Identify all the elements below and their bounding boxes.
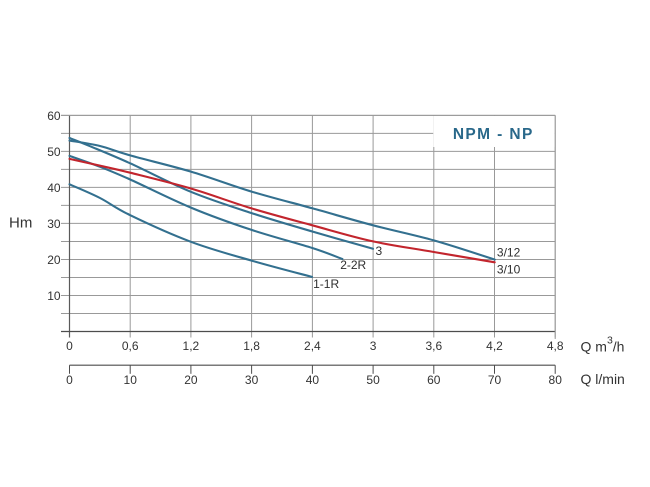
svg-text:50: 50 bbox=[47, 145, 61, 159]
svg-text:10: 10 bbox=[124, 373, 138, 387]
svg-text:3/10: 3/10 bbox=[497, 262, 521, 276]
svg-text:0,6: 0,6 bbox=[122, 339, 139, 353]
svg-text:Q m3/h: Q m3/h bbox=[581, 334, 625, 354]
svg-text:30: 30 bbox=[47, 217, 61, 231]
svg-text:0: 0 bbox=[66, 373, 73, 387]
svg-text:1,8: 1,8 bbox=[243, 339, 260, 353]
svg-text:Hm: Hm bbox=[9, 215, 32, 232]
svg-text:2-2R: 2-2R bbox=[340, 258, 366, 272]
svg-text:3: 3 bbox=[376, 244, 383, 258]
svg-text:40: 40 bbox=[47, 181, 61, 195]
svg-text:40: 40 bbox=[306, 373, 320, 387]
svg-text:10: 10 bbox=[47, 289, 61, 303]
svg-text:60: 60 bbox=[47, 109, 61, 123]
svg-text:4,8: 4,8 bbox=[547, 339, 564, 353]
svg-text:3: 3 bbox=[370, 339, 377, 353]
svg-text:0: 0 bbox=[66, 339, 73, 353]
svg-text:3/12: 3/12 bbox=[497, 246, 521, 260]
svg-text:3,6: 3,6 bbox=[425, 339, 442, 353]
svg-text:2,4: 2,4 bbox=[304, 339, 321, 353]
svg-text:Q l/min: Q l/min bbox=[581, 371, 625, 387]
svg-text:60: 60 bbox=[427, 373, 441, 387]
svg-text:20: 20 bbox=[47, 253, 61, 267]
svg-text:NPM - NP: NPM - NP bbox=[453, 126, 534, 143]
svg-text:20: 20 bbox=[184, 373, 198, 387]
svg-text:80: 80 bbox=[549, 373, 563, 387]
svg-text:1,2: 1,2 bbox=[183, 339, 200, 353]
svg-text:50: 50 bbox=[366, 373, 380, 387]
svg-text:1-1R: 1-1R bbox=[313, 277, 339, 291]
svg-text:4,2: 4,2 bbox=[486, 339, 503, 353]
svg-text:30: 30 bbox=[245, 373, 259, 387]
svg-text:70: 70 bbox=[488, 373, 502, 387]
